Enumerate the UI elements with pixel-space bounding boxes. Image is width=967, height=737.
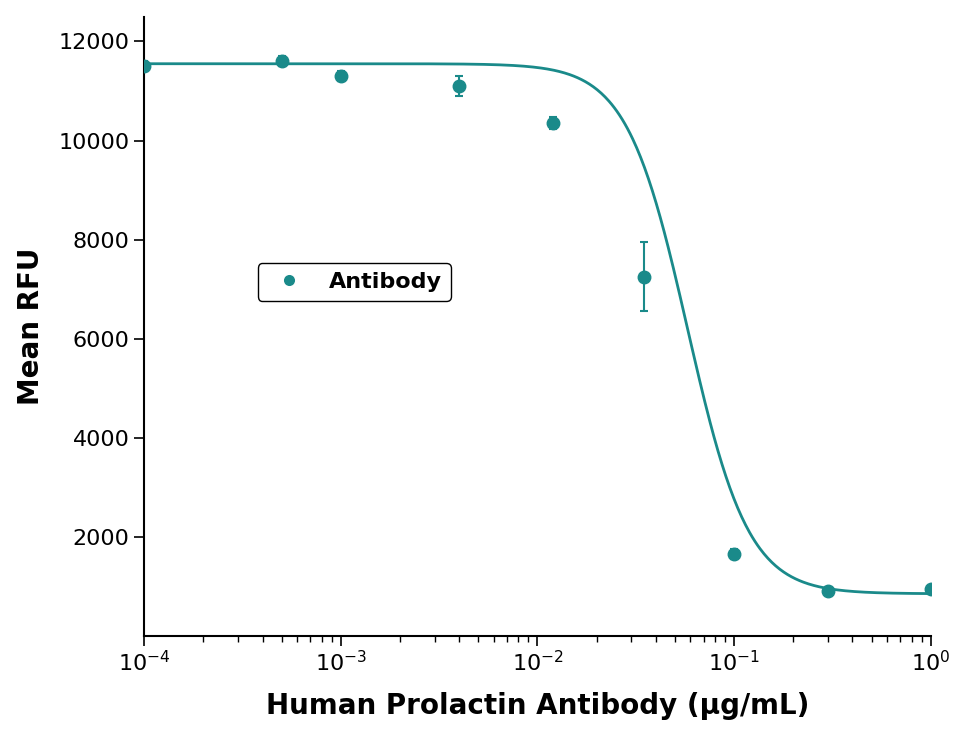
Legend: Antibody: Antibody bbox=[257, 263, 451, 301]
Y-axis label: Mean RFU: Mean RFU bbox=[16, 248, 44, 405]
X-axis label: Human Prolactin Antibody (µg/mL): Human Prolactin Antibody (µg/mL) bbox=[266, 692, 809, 720]
